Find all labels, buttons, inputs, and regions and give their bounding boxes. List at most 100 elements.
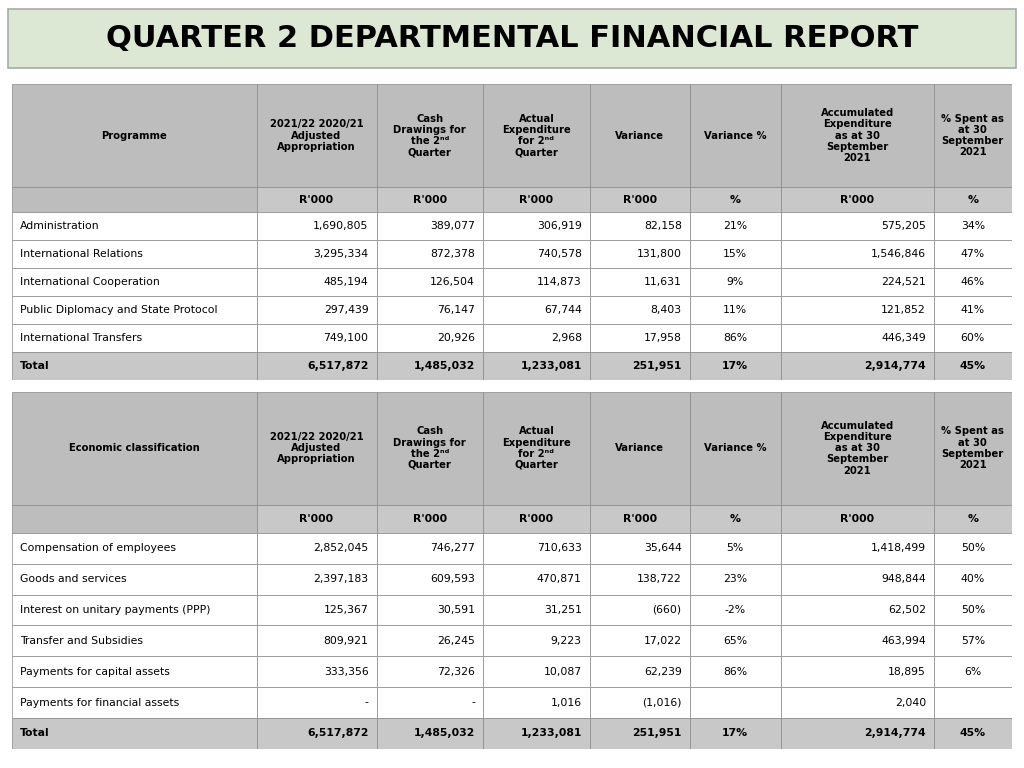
Bar [257,324,377,353]
Text: Public Diplomacy and State Protocol: Public Diplomacy and State Protocol [20,305,218,315]
Bar [690,240,780,268]
Bar [257,718,377,749]
Bar [934,268,1012,296]
Text: Administration: Administration [20,221,100,231]
Text: 1,485,032: 1,485,032 [414,728,475,738]
Bar [257,656,377,687]
Text: 2,040: 2,040 [895,697,926,707]
Bar [780,533,934,564]
Text: 60%: 60% [961,333,985,343]
Bar [12,296,257,324]
Bar [690,187,780,213]
Text: R'000: R'000 [299,514,334,524]
Text: (660): (660) [652,605,682,615]
Text: Variance: Variance [615,443,665,453]
Bar [690,687,780,718]
Bar [257,687,377,718]
Text: 86%: 86% [723,667,748,677]
Text: 31,251: 31,251 [544,605,582,615]
Text: International Transfers: International Transfers [20,333,142,343]
Bar [483,187,590,213]
Bar [257,625,377,656]
Text: 131,800: 131,800 [637,250,682,260]
Text: 749,100: 749,100 [324,333,369,343]
Text: Accumulated
Expenditure
as at 30
September
2021: Accumulated Expenditure as at 30 Septemb… [820,421,894,475]
Text: Actual
Expenditure
for 2ⁿᵈ
Quarter: Actual Expenditure for 2ⁿᵈ Quarter [502,426,570,470]
Bar [934,505,1012,533]
Text: -2%: -2% [725,605,745,615]
Bar [934,392,1012,505]
Bar [483,213,590,240]
Text: Actual
Expenditure
for 2ⁿᵈ
Quarter: Actual Expenditure for 2ⁿᵈ Quarter [502,114,570,157]
Text: 575,205: 575,205 [881,221,926,231]
Text: 57%: 57% [961,636,985,646]
Bar [12,187,257,213]
Bar [377,594,483,625]
Text: 45%: 45% [959,361,986,371]
Text: 1,233,081: 1,233,081 [520,361,582,371]
Text: 872,378: 872,378 [430,250,475,260]
Text: Variance: Variance [615,131,665,141]
Bar [590,594,690,625]
Bar [780,268,934,296]
Text: 746,277: 746,277 [430,543,475,553]
Bar [590,296,690,324]
Text: 62,239: 62,239 [644,667,682,677]
Bar [780,718,934,749]
Text: Economic classification: Economic classification [69,443,200,453]
Bar [12,564,257,594]
Text: 470,871: 470,871 [537,574,582,584]
Text: 21%: 21% [723,221,748,231]
Text: 34%: 34% [961,221,985,231]
Text: 67,744: 67,744 [544,305,582,315]
Bar [690,625,780,656]
Text: 5%: 5% [727,543,743,553]
Text: R'000: R'000 [623,194,656,204]
Bar [590,505,690,533]
Bar [690,392,780,505]
Text: 1,233,081: 1,233,081 [520,728,582,738]
Text: 2021/22 2020/21
Adjusted
Appropriation: 2021/22 2020/21 Adjusted Appropriation [269,120,364,152]
Bar [690,718,780,749]
Text: 11,631: 11,631 [644,277,682,287]
Bar [690,213,780,240]
Text: 50%: 50% [961,543,985,553]
Bar [377,718,483,749]
Text: 6,517,872: 6,517,872 [307,728,369,738]
Bar [590,718,690,749]
Bar [590,564,690,594]
Text: 17%: 17% [722,361,749,371]
Text: 18,895: 18,895 [888,667,926,677]
Bar [690,268,780,296]
Bar [12,84,257,187]
Bar [257,296,377,324]
Text: R'000: R'000 [841,514,874,524]
Text: Transfer and Subsidies: Transfer and Subsidies [20,636,143,646]
Bar [934,296,1012,324]
Text: 2,914,774: 2,914,774 [864,361,926,371]
Bar [12,392,257,505]
Bar [934,718,1012,749]
Bar [377,296,483,324]
Bar [780,187,934,213]
Text: International Cooperation: International Cooperation [20,277,160,287]
Bar [780,564,934,594]
Text: Variance %: Variance % [703,131,767,141]
Text: R'000: R'000 [413,514,446,524]
Text: 46%: 46% [961,277,985,287]
Text: 10,087: 10,087 [544,667,582,677]
Text: Payments for financial assets: Payments for financial assets [20,697,179,707]
Bar [257,84,377,187]
Bar [934,240,1012,268]
Text: (1,016): (1,016) [642,697,682,707]
Bar [780,392,934,505]
Bar [690,353,780,380]
Text: Interest on unitary payments (PPP): Interest on unitary payments (PPP) [20,605,211,615]
Text: 251,951: 251,951 [632,728,682,738]
Text: 463,994: 463,994 [882,636,926,646]
Bar [377,392,483,505]
Bar [780,353,934,380]
Bar [483,505,590,533]
Bar [780,625,934,656]
Bar [377,213,483,240]
